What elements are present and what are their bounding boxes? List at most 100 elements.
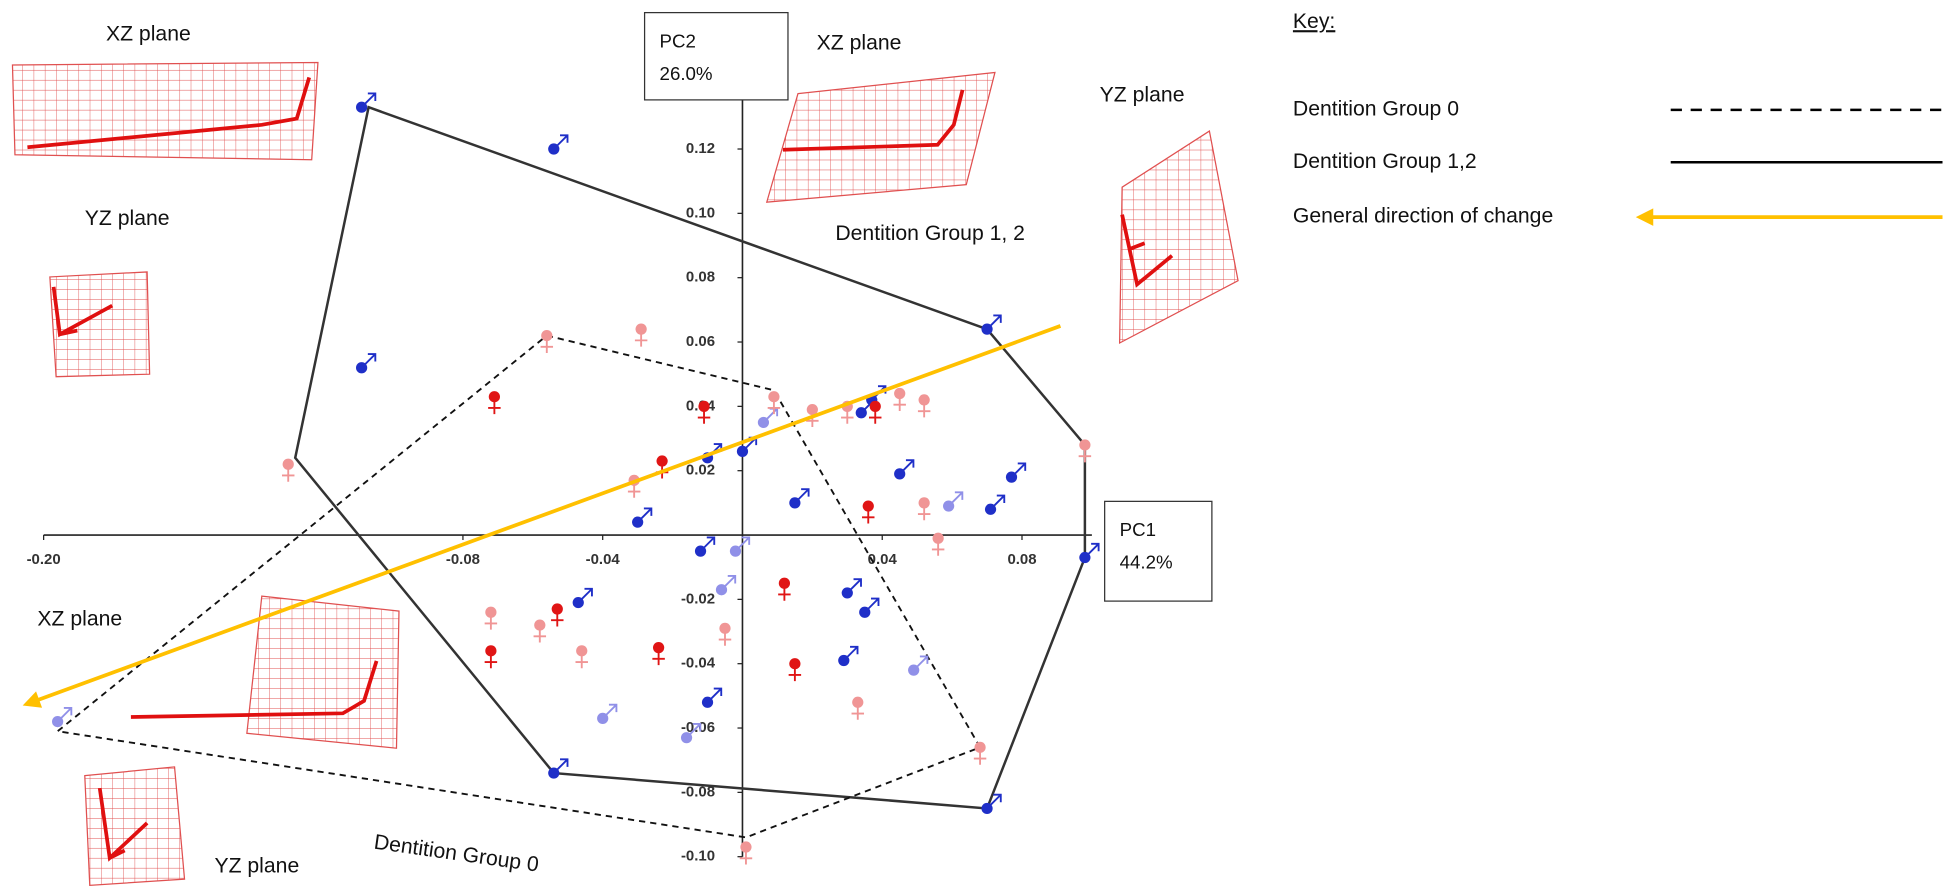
male-sign	[867, 597, 880, 610]
female-sign	[575, 655, 588, 669]
data-point	[355, 353, 377, 374]
point-dot	[680, 732, 693, 744]
data-point	[701, 687, 723, 708]
female-sign	[484, 655, 498, 669]
female-sign	[973, 752, 987, 765]
y-tick-label: 0.08	[686, 269, 715, 286]
data-point	[718, 622, 732, 646]
point-dot	[698, 400, 710, 412]
point-dot	[768, 391, 780, 403]
axis-label-box	[1104, 500, 1213, 602]
data-point	[869, 400, 882, 424]
point-dot	[701, 696, 714, 708]
deformation-grid	[765, 71, 996, 203]
male-sign	[581, 587, 593, 600]
data-point	[838, 645, 859, 667]
y-tick-label: -0.10	[681, 848, 715, 865]
y-tick-label: 0.10	[686, 204, 715, 221]
deformation-grid	[130, 595, 400, 749]
deformation-grids	[11, 61, 1239, 887]
hull	[55, 334, 982, 839]
point-dot	[841, 587, 853, 599]
annotation: Dentition Group 1, 2	[835, 222, 1025, 245]
point-dot	[981, 802, 993, 815]
point-dot	[838, 654, 850, 667]
annotation: YZ plane	[1100, 84, 1185, 107]
data-point	[894, 459, 915, 480]
point-dot	[974, 741, 986, 753]
data-point	[488, 391, 501, 415]
data-point	[533, 619, 547, 643]
data-point	[548, 134, 569, 155]
data-point	[484, 606, 498, 630]
female-sign	[697, 411, 711, 424]
point-dot	[485, 606, 497, 618]
data-point	[908, 655, 929, 676]
key-title: Key:	[1293, 10, 1335, 33]
male-sign	[951, 491, 964, 503]
male-sign	[902, 459, 915, 471]
point-dot	[943, 500, 955, 512]
point-dot	[918, 394, 930, 406]
data-point	[859, 597, 880, 618]
data-point	[597, 703, 618, 724]
x-tick-label: -0.04	[586, 551, 621, 568]
data-point	[739, 841, 753, 865]
point-dot	[548, 143, 560, 155]
y-tick-label: -0.04	[681, 655, 716, 672]
data-point	[943, 491, 964, 512]
data-point	[789, 488, 810, 509]
direction-arrow	[35, 324, 1062, 703]
point-dot	[859, 606, 871, 618]
male-sign	[1014, 462, 1027, 475]
female-sign	[917, 507, 931, 521]
annotation: XZ plane	[37, 607, 122, 630]
female-sign	[281, 469, 295, 482]
female-sign	[931, 543, 945, 556]
axis-label: 26.0%	[660, 63, 713, 84]
point-dot	[869, 400, 881, 412]
annotation: XZ plane	[106, 23, 191, 46]
data-point	[694, 536, 716, 557]
point-dot	[789, 658, 801, 670]
point-dot	[1079, 439, 1091, 451]
x-tick-label: -0.08	[446, 551, 480, 568]
point-dot	[635, 323, 647, 335]
point-dot	[1005, 471, 1018, 483]
point-dot	[534, 619, 546, 631]
data-point	[1078, 439, 1092, 463]
data-point	[575, 645, 588, 669]
point-dot	[932, 532, 944, 544]
data-point	[931, 532, 945, 556]
male-sign	[556, 758, 569, 770]
male-sign	[993, 494, 1006, 507]
axis-label: 44.2%	[1120, 552, 1173, 573]
data-point	[841, 578, 862, 599]
male-sign	[724, 575, 737, 587]
data-point	[788, 658, 802, 682]
key-label: Dentition Group 1,2	[1293, 150, 1477, 173]
female-sign	[739, 852, 753, 865]
point-dot	[908, 664, 920, 676]
male-sign	[556, 134, 569, 146]
deformation-grid	[49, 271, 151, 378]
key-label: General direction of change	[1293, 205, 1553, 228]
data-point	[548, 758, 569, 779]
point-dot	[632, 516, 644, 528]
male-sign	[916, 655, 929, 668]
axis-label: PC1	[1120, 519, 1156, 540]
annotation: YZ plane	[214, 854, 299, 877]
female-sign	[484, 617, 498, 630]
point-dot	[485, 645, 497, 657]
male-sign	[990, 314, 1002, 327]
point-dot	[855, 407, 867, 419]
y-tick-label: -0.02	[681, 590, 715, 607]
female-sign	[1078, 449, 1092, 463]
deformation-grid	[84, 766, 186, 887]
data-point	[973, 741, 987, 765]
male-sign	[1087, 542, 1100, 555]
deformation-grid	[1118, 130, 1239, 345]
point-dot	[894, 468, 906, 480]
